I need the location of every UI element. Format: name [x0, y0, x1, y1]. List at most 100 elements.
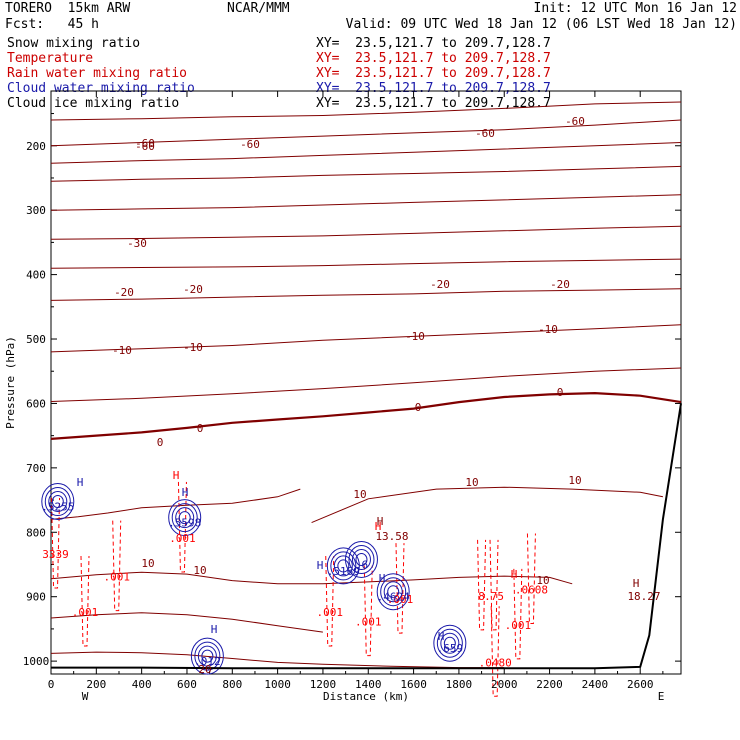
y-tick-label: 900	[26, 591, 46, 604]
rain-contour	[51, 498, 61, 589]
temperature-label: -60	[475, 127, 495, 140]
rain-max-marker: H	[375, 520, 382, 533]
terrain	[51, 403, 682, 670]
y-tick-label: 1000	[23, 655, 50, 668]
temperature-label: -60	[240, 138, 260, 151]
cloud-water-label: .5169	[327, 565, 360, 578]
cloud-water-contours	[41, 483, 467, 675]
rain-label: 3339	[42, 548, 69, 561]
temperature-contour	[50, 194, 682, 211]
y-tick-label: 700	[26, 462, 46, 475]
rain-contour	[526, 533, 536, 624]
org-label: NCAR/MMM	[227, 1, 290, 16]
x-tick-label: 1200	[310, 678, 337, 691]
cloud-water-label: .5255	[41, 501, 74, 514]
rain-contour	[325, 556, 335, 647]
field-rain-name: Rain water mixing ratio	[7, 66, 188, 81]
temperature-contour	[50, 101, 682, 121]
cloud-water-contour	[333, 555, 353, 577]
temperature-label: 10	[568, 474, 581, 487]
rain-contour	[395, 543, 405, 634]
temperature-label: -60	[135, 140, 155, 153]
rain-label: .001	[169, 532, 196, 545]
temperature-label: 10	[353, 488, 366, 501]
x-tick-label: 600	[177, 678, 197, 691]
temperature-label: 10	[141, 557, 154, 570]
y-axis-label: Pressure (hPa)	[4, 336, 17, 429]
field-temperature-xy: XY= 23.5,121.7 to 209.7,128.7	[316, 51, 551, 66]
rain-label: .001	[316, 606, 343, 619]
temperature-label: -10	[405, 330, 425, 343]
rain-max-marker: H	[511, 568, 518, 581]
temperature-label: -20	[183, 283, 203, 296]
rain-label: .001	[387, 593, 414, 606]
x-tick-label: 2200	[536, 678, 563, 691]
cloud-water-contour	[337, 559, 350, 573]
cloud-water-max-marker: H	[182, 486, 189, 499]
temperature-label: -60	[135, 137, 155, 150]
rain-label: .75	[484, 590, 504, 603]
temperature-contour	[50, 119, 682, 147]
cloud-water-contour	[380, 577, 407, 607]
temperature-contour	[50, 571, 573, 585]
cloud-water-contour	[443, 636, 456, 650]
rain-label: .001	[103, 571, 130, 584]
rain-label: .001	[72, 606, 99, 619]
cloud-water-contour	[51, 495, 64, 509]
field-rain-xy: XY= 23.5,121.7 to 209.7,128.7	[316, 66, 551, 81]
cloud-water-contour	[433, 624, 467, 662]
temperature-label: -20	[430, 278, 450, 291]
temperature-contour	[50, 324, 682, 353]
field-snow-xy: XY= 23.5,121.7 to 209.7,128.7	[316, 36, 551, 51]
cloud-water-contour	[44, 487, 71, 517]
temperature-label: 0	[557, 386, 564, 399]
rain-label: .0608	[515, 583, 548, 596]
cloud-water-label: .5598	[168, 517, 201, 530]
temperature-label: -20	[550, 278, 570, 291]
cloud-water-contour	[348, 544, 375, 574]
rain-contour	[363, 565, 373, 657]
x-tick-label: 2000	[491, 678, 518, 691]
temperature-contour	[50, 488, 301, 520]
cloud-water-max-marker: H	[317, 559, 324, 572]
y-tick-label: 400	[26, 269, 46, 282]
y-tick-label: 200	[26, 140, 46, 153]
temperature-contour	[50, 258, 682, 269]
temperature-label: -10	[183, 341, 203, 354]
temperature-label: H	[633, 577, 640, 590]
chart-labels: 0 200 400 600 800 1000 1200 1400 1600 1800 2000 220…	[4, 115, 664, 703]
cloud-water-contour	[190, 637, 224, 675]
y-tick-label: 600	[26, 397, 46, 410]
temperature-contour	[311, 486, 663, 524]
temperature-label: 18.27	[627, 590, 660, 603]
field-snow-name: Snow mixing ratio	[7, 36, 141, 51]
cloud-water-contour	[41, 483, 75, 521]
cloud-water-contour	[326, 547, 360, 585]
x-axis-label: Distance (km)	[323, 690, 409, 703]
temperature-contour	[50, 142, 682, 164]
temperature-contour	[50, 367, 682, 402]
rain-contour	[80, 556, 90, 647]
rain-contour	[490, 606, 500, 697]
x-tick-label: 800	[222, 678, 242, 691]
temperature-label: H	[377, 515, 384, 528]
cloud-water-contour	[351, 548, 371, 570]
cloud-water-contour	[201, 649, 214, 663]
rain-contour	[112, 520, 122, 612]
chart-frame	[50, 90, 682, 675]
cloud-water-label: .4624	[377, 591, 410, 604]
x-tick-label: 200	[86, 678, 106, 691]
temperature-label: 10	[465, 476, 478, 489]
rain-contour	[177, 481, 187, 573]
x-tick-label: 1800	[446, 678, 473, 691]
temperature-label: -20	[114, 286, 134, 299]
plot-frame	[50, 90, 682, 675]
cloud-water-label: .012	[194, 655, 221, 668]
x-tick-label: 1400	[355, 678, 382, 691]
cloud-water-max-marker: H	[438, 630, 445, 643]
temperature-contour	[50, 651, 505, 669]
temperature-label: 0	[157, 436, 164, 449]
rain-contour	[477, 539, 487, 631]
y-tick-label: 800	[26, 526, 46, 539]
cloud-water-contour	[171, 503, 198, 533]
